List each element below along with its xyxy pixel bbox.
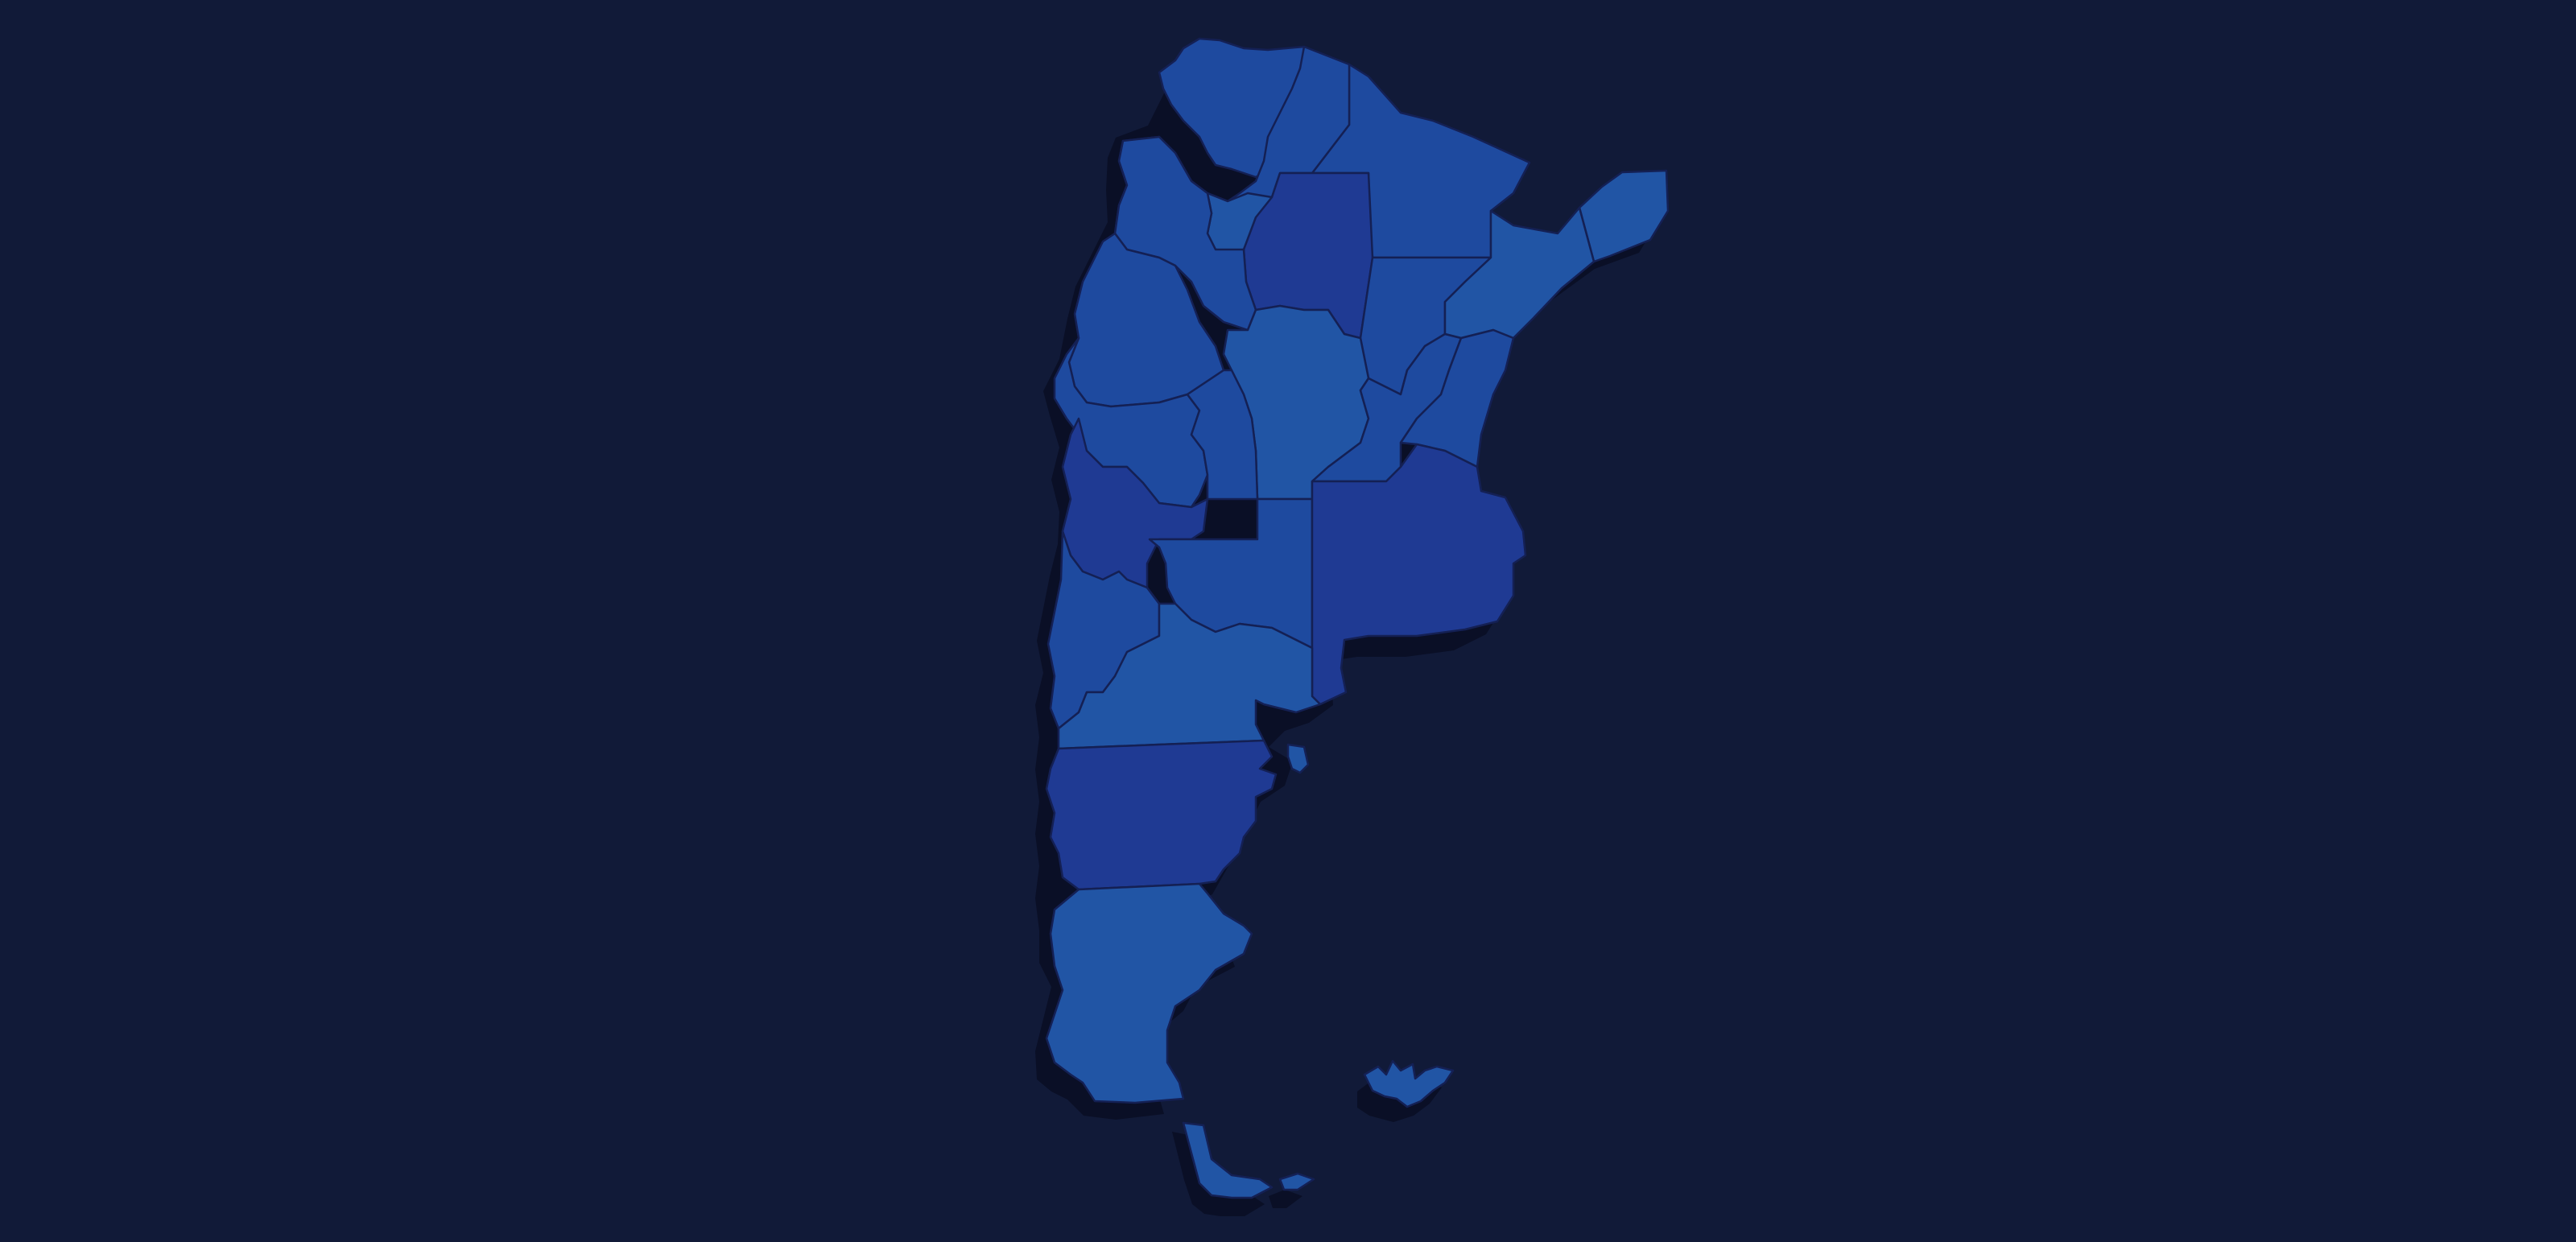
isla-de-los-estados[interactable]	[1278, 1172, 1315, 1191]
province-tierra-del-fuego[interactable]	[1182, 1121, 1274, 1199]
province-misiones[interactable]	[1578, 169, 1670, 263]
islas-malvinas[interactable]	[1363, 1059, 1455, 1108]
province-corrientes[interactable]	[1443, 206, 1596, 340]
province-buenos-aires[interactable]	[1311, 443, 1527, 706]
province-rio-negro[interactable]	[1057, 586, 1322, 750]
province-santa-cruz[interactable]	[1045, 882, 1253, 1104]
province-san-juan[interactable]	[1053, 336, 1209, 509]
province-layer	[1045, 37, 1670, 1199]
province-mendoza[interactable]	[1061, 417, 1209, 589]
peninsula-valdes[interactable]	[1286, 743, 1310, 774]
province-santa-fe[interactable]	[1311, 332, 1463, 483]
province-chubut[interactable]	[1045, 739, 1278, 891]
